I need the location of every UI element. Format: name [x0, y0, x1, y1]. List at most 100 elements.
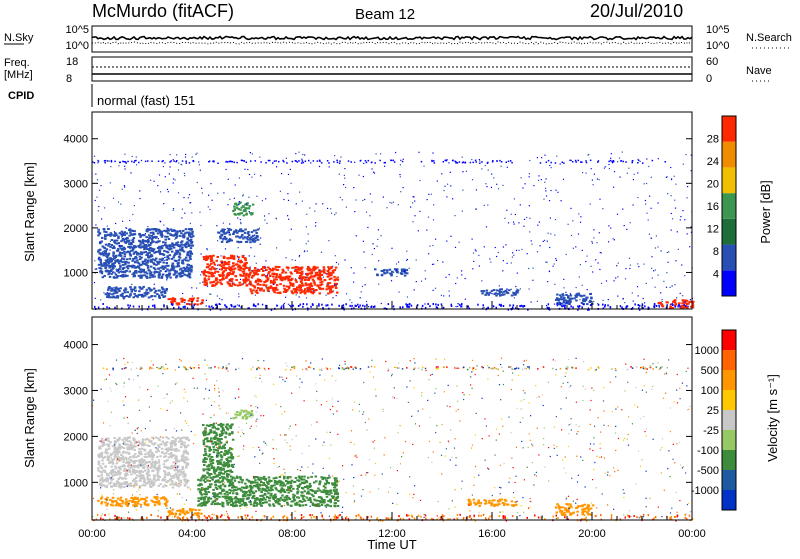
scatter-cell [377, 239, 378, 240]
scatter-cell [199, 490, 202, 492]
scatter-cell [133, 462, 136, 464]
scatter-cell [162, 268, 165, 270]
scatter-cell [162, 274, 165, 276]
scatter-cell [481, 280, 482, 281]
scatter-cell [272, 268, 275, 270]
scatter-cell [486, 226, 487, 227]
scatter-cell [250, 481, 253, 483]
scatter-cell [162, 262, 165, 264]
scatter-cell [116, 480, 119, 482]
scatter-cell [514, 198, 515, 199]
scatter-cell [561, 200, 562, 201]
scatter-cell [276, 266, 279, 268]
scatter-cell [94, 282, 95, 283]
scatter-cell [236, 411, 239, 413]
scatter-cell [244, 210, 247, 212]
scatter-cell [174, 230, 175, 231]
scatter-cell [101, 471, 104, 473]
scatter-cell [617, 214, 618, 215]
scatter-cell [172, 487, 175, 489]
scatter-cell [320, 476, 323, 478]
scatter-cell [602, 208, 603, 209]
scatter-cell [216, 475, 219, 477]
scatter-cell [241, 160, 243, 162]
scatter-cell [292, 497, 295, 499]
scatter-cell [118, 290, 121, 292]
scatter-cell [433, 290, 434, 291]
scatter-cell [425, 270, 426, 271]
scatter-cell [459, 161, 461, 163]
scatter-cell [245, 276, 248, 278]
scatter-cell [506, 162, 508, 164]
scatter-cell [219, 471, 222, 473]
scatter-cell [232, 233, 235, 235]
scatter-cell [304, 288, 307, 290]
scatter-cell [249, 288, 252, 290]
scatter-cell [163, 470, 166, 472]
scatter-cell [244, 282, 247, 284]
scatter-cell [158, 240, 161, 242]
scatter-cell [232, 210, 235, 212]
scatter-cell [167, 232, 170, 234]
scatter-cell [351, 267, 352, 268]
scatter-cell [124, 231, 127, 233]
scatter-cell [225, 248, 226, 249]
scatter-cell [136, 254, 139, 256]
scatter-cell [318, 496, 321, 498]
scatter-cell [410, 207, 411, 208]
scatter-cell [501, 161, 503, 163]
scatter-cell [291, 229, 292, 230]
scatter-cell [561, 305, 563, 307]
scatter-cell [486, 292, 489, 294]
scatter-cell [550, 190, 551, 191]
scatter-cell [238, 293, 239, 294]
scatter-cell [153, 267, 156, 269]
scatter-cell [204, 450, 207, 452]
scatter-cell [283, 199, 284, 200]
scatter-cell [133, 293, 136, 295]
scatter-cell [226, 257, 229, 259]
scatter-cell [213, 161, 215, 163]
scatter-cell [674, 284, 675, 285]
scatter-cell [214, 493, 217, 495]
scatter-cell [340, 157, 341, 158]
scatter-cell [239, 505, 242, 507]
scatter-cell [113, 256, 116, 258]
scatter-cell [121, 271, 124, 273]
scatter-cell [185, 228, 188, 230]
scatter-cell [456, 306, 457, 307]
scatter-cell [324, 487, 327, 489]
scatter-cell [202, 468, 205, 470]
scatter-cell [236, 476, 239, 478]
scatter-cell [208, 475, 211, 477]
scatter-cell [202, 282, 203, 283]
scatter-cell [627, 173, 628, 174]
scatter-cell [164, 292, 167, 294]
scatter-cell [503, 260, 504, 261]
scatter-cell [281, 495, 284, 497]
scatter-cell [100, 253, 103, 255]
scatter-cell [100, 242, 101, 243]
scatter-cell [633, 179, 634, 180]
scatter-cell [146, 293, 149, 295]
scatter-cell [158, 462, 161, 464]
scatter-cell [269, 275, 272, 277]
scatter-cell [95, 269, 96, 270]
scatter-cell [312, 279, 315, 281]
scatter-cell [301, 487, 304, 489]
scatter-cell [200, 274, 201, 275]
scatter-cell [108, 445, 111, 447]
scatter-cell [166, 236, 169, 238]
scatter-cell [104, 267, 107, 269]
scatter-cell [98, 160, 100, 162]
scatter-cell [196, 304, 199, 306]
scatter-cell [651, 238, 652, 239]
scatter-cell [683, 164, 684, 165]
scatter-cell [623, 298, 624, 299]
scatter-cell [331, 213, 332, 214]
scatter-cell [549, 247, 550, 248]
scatter-cell [162, 478, 165, 480]
scatter-cell [276, 247, 277, 248]
scatter-cell [644, 183, 645, 184]
